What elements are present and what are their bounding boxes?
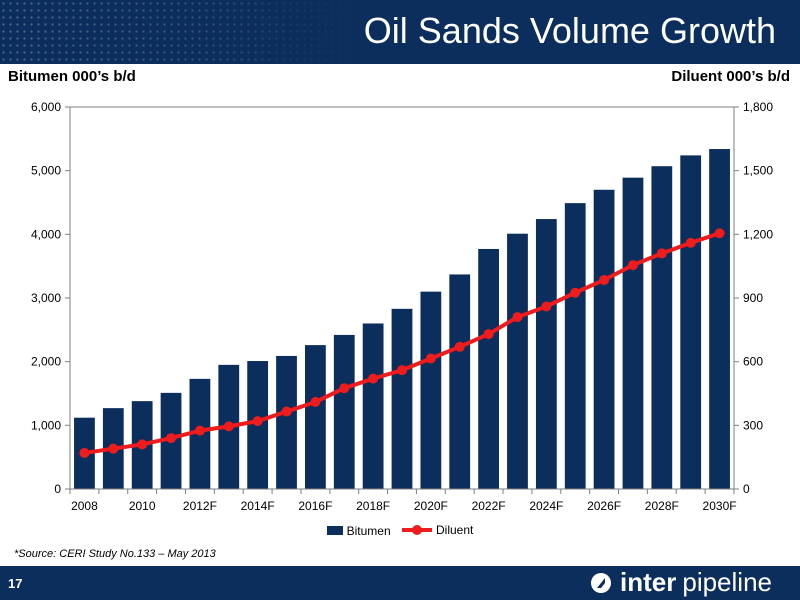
x-tick-label-2024F: 2024F bbox=[529, 499, 563, 513]
logo-text-pipeline: pipeline bbox=[682, 567, 772, 597]
diluent-point-2013F bbox=[223, 421, 234, 432]
bitumen-bar-2017F bbox=[333, 334, 355, 489]
right-tick-label: 900 bbox=[743, 291, 763, 305]
x-tick-label-2008: 2008 bbox=[71, 499, 98, 513]
bitumen-bar-2029F bbox=[680, 155, 702, 490]
left-tick-label: 2,000 bbox=[31, 355, 61, 369]
left-tick-label: 5,000 bbox=[31, 164, 61, 178]
bitumen-bar-2020F bbox=[420, 291, 442, 489]
left-tick-label: 4,000 bbox=[31, 227, 61, 241]
right-tick-label: 1,200 bbox=[743, 227, 773, 241]
bitumen-bar-2027F bbox=[622, 177, 644, 490]
legend-bitumen-label: Bitumen bbox=[346, 523, 391, 538]
diluent-point-2023F bbox=[512, 312, 523, 323]
diluent-point-2012F bbox=[194, 425, 205, 436]
bitumen-bar-2030F bbox=[709, 149, 730, 489]
bitumen-bar-2018F bbox=[362, 323, 384, 489]
legend-bitumen-swatch bbox=[326, 526, 343, 535]
bitumen-bar-2023F bbox=[507, 233, 528, 489]
x-tick-label-2020F: 2020F bbox=[414, 499, 448, 513]
diluent-point-2024F bbox=[541, 301, 552, 312]
x-tick-label-2026F: 2026F bbox=[587, 499, 621, 513]
logo-arrow-icon bbox=[591, 572, 612, 593]
diluent-point-2010 bbox=[137, 439, 148, 450]
bitumen-bars bbox=[74, 149, 730, 490]
bitumen-bar-2016F bbox=[304, 345, 326, 489]
x-tick-label-2022F: 2022F bbox=[472, 499, 506, 513]
diluent-line bbox=[79, 228, 725, 458]
bitumen-bar-2021F bbox=[449, 274, 471, 489]
left-tick-label: 1,000 bbox=[31, 418, 61, 432]
left-tick-label: 3,000 bbox=[31, 291, 61, 305]
company-logo: inter pipeline bbox=[590, 567, 772, 598]
right-tick-label: 600 bbox=[743, 355, 763, 369]
diluent-point-2017F bbox=[339, 383, 350, 394]
diluent-point-2027F bbox=[627, 260, 638, 271]
x-tick-label-2010: 2010 bbox=[129, 499, 156, 513]
right-tick-label: 300 bbox=[743, 418, 763, 432]
legend-item-bitumen: Bitumen bbox=[326, 523, 391, 538]
diluent-point-2011 bbox=[166, 433, 177, 444]
diluent-point-2008 bbox=[79, 447, 90, 458]
x-tick-label-2028F: 2028F bbox=[645, 499, 679, 513]
x-tick-label-2014F: 2014F bbox=[241, 499, 275, 513]
chart-legend: Bitumen Diluent bbox=[0, 523, 800, 538]
left-tick-label: 6,000 bbox=[31, 100, 61, 114]
source-note: *Source: CERI Study No.133 – May 2013 bbox=[14, 548, 216, 560]
logo-text-inter: inter bbox=[620, 567, 677, 597]
diluent-point-2009 bbox=[108, 443, 119, 454]
legend-diluent-label: Diluent bbox=[436, 523, 474, 537]
diluent-point-2016F bbox=[310, 396, 321, 407]
diluent-point-2022F bbox=[483, 329, 494, 340]
diluent-point-2015F bbox=[281, 406, 292, 417]
right-axis-title: Diluent 000’s b/d bbox=[671, 68, 790, 85]
diluent-point-2014F bbox=[252, 416, 263, 427]
right-tick-label: 0 bbox=[743, 482, 750, 496]
bitumen-bar-2028F bbox=[651, 166, 673, 489]
diluent-point-2028F bbox=[656, 248, 667, 259]
header-banner: Oil Sands Volume Growth bbox=[0, 0, 800, 64]
bitumen-bar-2026F bbox=[593, 189, 615, 489]
diluent-point-2025F bbox=[570, 287, 581, 298]
bitumen-bar-2015F bbox=[276, 355, 297, 489]
bitumen-bar-2024F bbox=[535, 219, 557, 489]
bitumen-bar-2025F bbox=[564, 203, 586, 490]
diluent-point-2029F bbox=[685, 237, 696, 248]
diluent-point-2020F bbox=[425, 353, 436, 364]
x-tick-label-2016F: 2016F bbox=[298, 499, 332, 513]
diluent-point-2019F bbox=[397, 365, 407, 376]
slide-title: Oil Sands Volume Growth bbox=[363, 10, 776, 51]
tick-labels: 0 1,000 2,000 3,000 4,000 5,000 6,000 0 300 600 90… bbox=[31, 100, 773, 513]
diluent-point-2030F bbox=[714, 228, 725, 239]
footer-bar: 17 inter pipeline bbox=[0, 566, 800, 600]
x-tick-label-2030F: 2030F bbox=[703, 499, 737, 513]
diluent-point-2021F bbox=[454, 341, 465, 352]
legend-item-diluent: Diluent bbox=[402, 523, 473, 537]
bitumen-bar-2019F bbox=[391, 308, 413, 489]
left-axis-title: Bitumen 000’s b/d bbox=[8, 68, 136, 85]
left-tick-label: 0 bbox=[54, 482, 61, 496]
right-tick-label: 1,500 bbox=[743, 164, 773, 178]
legend-diluent-swatch bbox=[402, 525, 432, 535]
bitumen-bar-2022F bbox=[478, 248, 500, 489]
right-tick-label: 1,800 bbox=[743, 100, 773, 114]
x-tick-label-2018F: 2018F bbox=[356, 499, 390, 513]
x-tick-label-2012F: 2012F bbox=[183, 499, 217, 513]
page-number: 17 bbox=[8, 576, 23, 591]
header-fade bbox=[0, 0, 800, 64]
chart-axes bbox=[65, 106, 739, 494]
diluent-point-2018F bbox=[368, 373, 379, 384]
oil-sands-chart: 0 1,000 2,000 3,000 4,000 5,000 6,000 0 300 600 90… bbox=[31, 100, 773, 513]
diluent-point-2026F bbox=[599, 274, 610, 285]
